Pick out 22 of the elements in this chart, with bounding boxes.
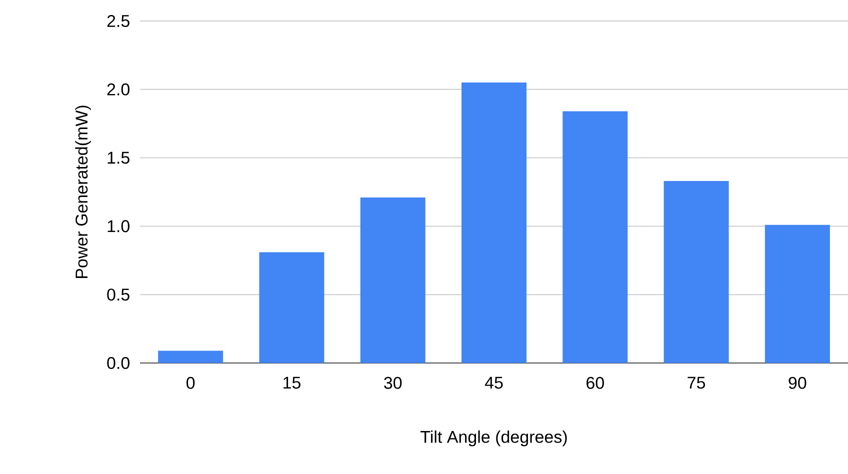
bar [664,181,729,363]
y-tick-label: 1.0 [108,220,130,232]
bar [360,197,426,363]
x-tick-label: 45 [484,376,503,389]
x-tick-label: 60 [586,376,604,389]
y-tick-label: 0.0 [107,356,130,370]
x-tick-label: 90 [788,376,806,389]
y-tick-label: 1.5 [108,152,130,164]
bar [259,252,324,363]
y-tick-label: 0.5 [107,288,130,301]
bar [764,224,830,363]
bar [462,82,527,363]
bar [158,350,224,363]
bar [562,111,628,363]
y-axis-title: Power Generated(mW) [75,106,91,278]
x-tick-label: 30 [384,376,402,389]
x-axis-title: Tilt Angle (degrees) [420,430,567,446]
y-tick-label: 2.0 [107,83,130,96]
x-tick-label: 15 [284,376,300,389]
y-tick-label: 2.5 [107,14,130,28]
x-tick-label: 75 [688,376,706,389]
x-tick-label: 0 [186,376,195,389]
